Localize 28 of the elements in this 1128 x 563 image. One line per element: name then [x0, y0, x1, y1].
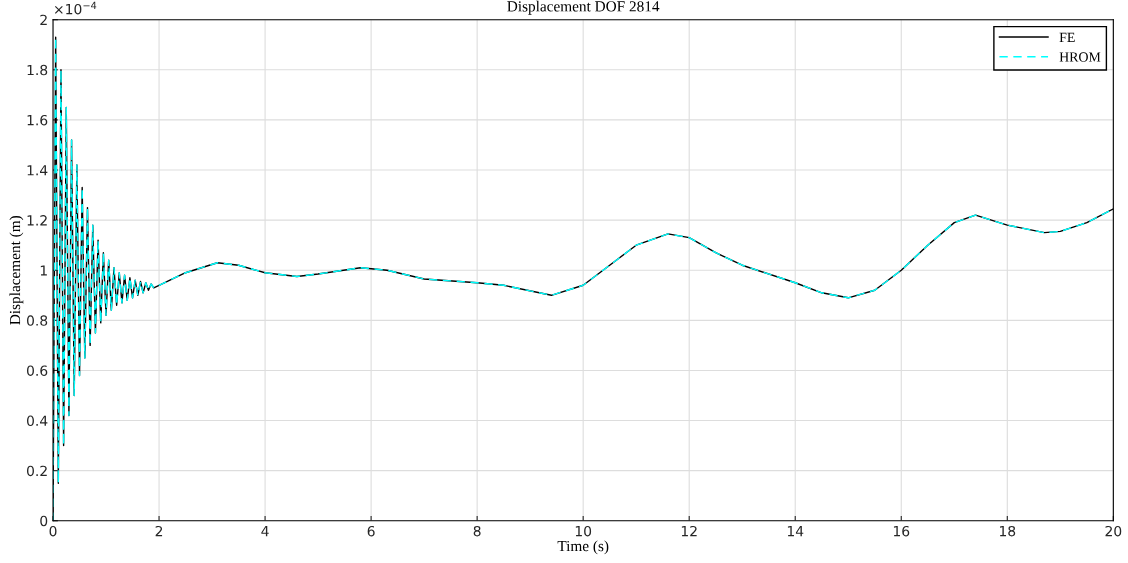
- y-tick-label: 1.8: [27, 64, 48, 76]
- x-tick-label: 20: [1105, 525, 1122, 537]
- x-tick-label: 12: [681, 525, 697, 537]
- y-tick-label: 1.2: [27, 215, 47, 226]
- y-tick-label: 2: [40, 14, 47, 25]
- y-tick-label: 0.2: [26, 465, 47, 477]
- x-tick-label: 4: [261, 526, 269, 537]
- chart-title: Displacement DOF 2814: [507, 0, 660, 15]
- y-tick-label: 0.6: [26, 365, 48, 376]
- x-tick-label: 10: [575, 525, 592, 537]
- x-axis-title: Time (s): [557, 540, 609, 555]
- x-tick-label: 0: [49, 525, 57, 537]
- y-axis-title: Displacement (m): [9, 215, 24, 325]
- y-tick-label: 1.4: [27, 165, 48, 176]
- legend-label: FE: [1059, 32, 1075, 42]
- y-tick-label: 0.8: [26, 315, 48, 326]
- x-tick-label: 8: [473, 525, 481, 537]
- x-tick-label: 14: [787, 526, 804, 537]
- y-tick-label: 1: [40, 265, 47, 276]
- x-tick-label: 16: [893, 525, 910, 537]
- x-tick-label: 18: [999, 525, 1016, 537]
- x-tick-label: 6: [367, 525, 375, 537]
- text: ×10$^{−4}$: [54, 1, 97, 15]
- y-tick-label: 0: [40, 515, 48, 527]
- legend-label: HROM: [1059, 52, 1101, 62]
- x-tick-label: 2: [155, 525, 163, 537]
- y-tick-label: 0.4: [26, 415, 48, 427]
- y-tick-label: 1.6: [27, 114, 48, 126]
